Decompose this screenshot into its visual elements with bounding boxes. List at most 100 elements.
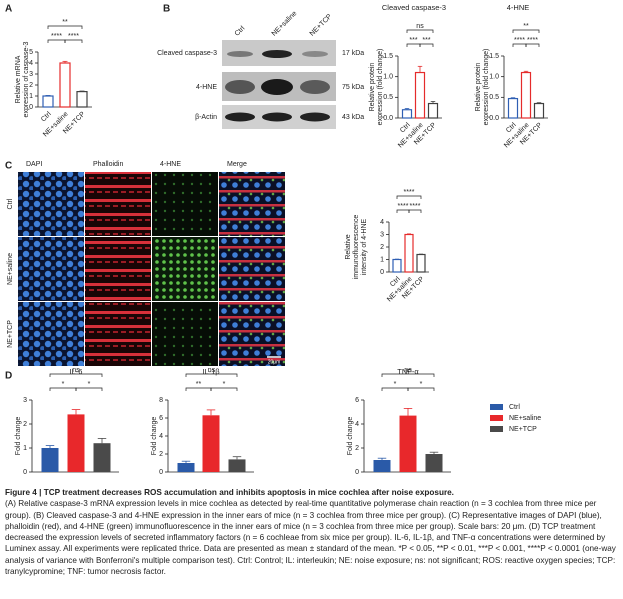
panel-label: B	[163, 4, 170, 15]
significance-label: *	[394, 381, 397, 388]
significance-bracket	[185, 387, 212, 391]
blot-row-label: 4-HNE	[196, 84, 217, 91]
micro-image	[18, 172, 84, 236]
blot-lane-label: NE+saline	[271, 10, 299, 38]
scale-bar-label: 20μm	[268, 359, 281, 365]
y-tick-label: 2	[159, 451, 163, 458]
y-axis-label: Fold change	[347, 417, 354, 456]
y-axis-label: Relative	[345, 234, 352, 259]
channel-label: DAPI	[26, 161, 42, 168]
significance-bracket	[419, 43, 434, 47]
y-axis-label: Relative mRNA	[15, 55, 22, 103]
significance-bracket	[381, 373, 435, 377]
bar	[425, 454, 443, 472]
y-axis-label: intensity of 4-HNE	[361, 218, 368, 275]
significance-label: *	[88, 381, 91, 388]
y-tick-label: 1.5	[489, 53, 499, 60]
significance-bracket	[408, 209, 422, 213]
figure: A B C D Cleaved caspase-3 17 kDa 4-HNE 75 k…	[5, 3, 548, 476]
y-axis-label: expression (fold change)	[377, 49, 384, 126]
legend-label: NE+TCP	[509, 426, 537, 433]
y-tick-label: 0	[23, 469, 27, 476]
significance-label: **	[196, 381, 202, 388]
bar	[399, 415, 417, 472]
micro-image	[85, 302, 151, 366]
micro-image	[152, 302, 218, 366]
significance-label: ****	[68, 33, 79, 40]
significance-label: *	[223, 381, 226, 388]
x-tick-label: Ctrl	[40, 110, 53, 123]
bar	[416, 253, 426, 273]
y-tick-label: 4	[159, 433, 163, 440]
y-tick-label: 3	[29, 71, 33, 78]
bar	[414, 71, 426, 119]
y-tick-label: 0	[29, 104, 33, 111]
significance-label: ****	[404, 189, 415, 196]
y-axis-label: immunofluorescence	[353, 215, 360, 280]
significance-bracket	[407, 387, 435, 391]
significance-label: ****	[51, 33, 62, 40]
bar	[228, 459, 246, 472]
y-tick-label: 1	[380, 256, 384, 263]
bar	[42, 95, 54, 108]
y-tick-label: 5	[29, 49, 33, 56]
significance-bracket	[185, 373, 238, 377]
micro-image	[152, 172, 218, 236]
significance-label: **	[62, 19, 68, 26]
micro-image	[18, 302, 84, 366]
y-tick-label: 2	[29, 82, 33, 89]
bar	[392, 258, 402, 273]
chart-title: 4-HNE	[507, 3, 530, 12]
y-axis-label: Fold change	[15, 417, 22, 456]
blot-size-label: 75 kDa	[342, 84, 364, 91]
y-tick-label: 1.5	[383, 53, 393, 60]
y-axis-label: Relative protein	[369, 63, 376, 112]
micro-image	[85, 172, 151, 236]
significance-label: ***	[422, 37, 430, 44]
y-tick-label: 3	[380, 231, 384, 238]
bar	[427, 102, 439, 119]
significance-label: ***	[409, 37, 417, 44]
legend-swatch	[490, 415, 503, 421]
channel-label: Phalloidin	[93, 161, 123, 168]
significance-label: ns	[208, 367, 216, 374]
y-tick-label: 6	[159, 415, 163, 422]
significance-label: ****	[398, 203, 409, 210]
micro-image	[18, 237, 84, 301]
legend-label: Ctrl	[509, 404, 520, 411]
micro-image	[219, 237, 285, 301]
y-tick-label: 4	[29, 60, 33, 67]
significance-bracket	[49, 387, 77, 391]
channel-label: 4-HNE	[160, 161, 181, 168]
bar	[76, 90, 88, 108]
significance-bracket	[525, 43, 540, 47]
significance-bracket	[75, 387, 103, 391]
significance-bracket	[49, 373, 103, 377]
blot-lane-label: NE+TCP	[309, 13, 334, 38]
blot-size-label: 43 kDa	[342, 114, 364, 121]
significance-bracket	[381, 387, 409, 391]
blot-row-label: β-Actin	[195, 114, 217, 121]
bar	[202, 415, 220, 472]
panel-label: A	[5, 4, 12, 15]
bar	[93, 443, 111, 472]
y-axis-label: Relative protein	[475, 63, 482, 112]
micro-image	[152, 237, 218, 301]
significance-bracket	[406, 43, 421, 47]
significance-label: ****	[514, 37, 525, 44]
blot-lane-label: Ctrl	[234, 25, 247, 38]
panel-label: D	[5, 371, 12, 382]
bar	[404, 233, 414, 273]
y-tick-label: 1.0	[383, 74, 393, 81]
significance-bracket	[512, 29, 540, 33]
significance-label: *	[420, 381, 423, 388]
bar	[533, 102, 545, 119]
blot-row-label: Cleaved caspase-3	[157, 50, 217, 57]
chart-title: Cleaved caspase-3	[382, 3, 446, 12]
legend-swatch	[490, 426, 503, 432]
significance-label: ****	[527, 37, 538, 44]
micro-image	[219, 302, 285, 366]
y-tick-label: 1	[23, 445, 27, 452]
caption-label: Figure 4	[5, 488, 37, 497]
y-tick-label: 0.5	[383, 94, 393, 101]
